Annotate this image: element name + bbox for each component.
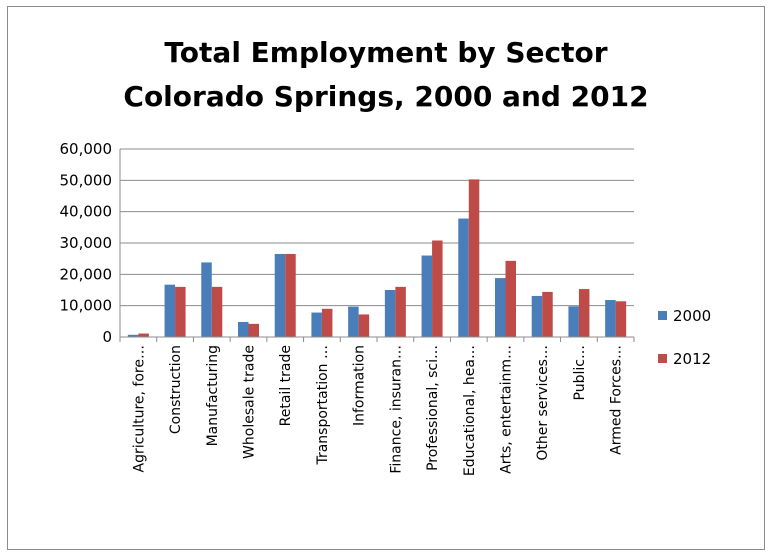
category-label: Educational, hea… [462,345,478,476]
bar [468,179,480,337]
bar [568,306,579,337]
category-label: Arts, entertainm… [499,345,515,474]
bar [348,306,359,337]
y-tick-label: 10,000 [60,297,113,315]
category-label: Agriculture, fore… [131,345,147,472]
bar [127,334,139,337]
category-label: Manufacturing [205,345,221,446]
legend-label: 2000 [673,307,711,325]
chart-title: Total Employment by Sector Colorado Spri… [8,31,764,119]
y-tick-label: 40,000 [60,203,113,221]
bar [321,308,333,337]
category-label: Professional, sci… [425,345,441,471]
bar [395,286,406,337]
chart-frame: Total Employment by Sector Colorado Spri… [7,6,765,550]
category-label: Retail trade [278,345,294,426]
bar [605,300,616,337]
bar [201,262,212,337]
category-label: Transportation … [315,345,331,466]
bar [615,301,627,337]
bar [248,323,259,337]
category-label: Wholesale trade [242,345,258,459]
bar [138,333,149,337]
category-label: Construction [168,345,184,434]
legend-label: 2012 [673,350,711,368]
bar [175,286,186,337]
bar [578,289,590,337]
category-label: Other services… [535,345,551,461]
y-tick-label: 50,000 [60,171,113,189]
category-label: Finance, insuran… [388,345,404,474]
bar [358,314,370,337]
legend-swatch [658,311,667,320]
y-tick-label: 20,000 [60,265,113,283]
chart-title-line-2: Colorado Springs, 2000 and 2012 [123,80,649,113]
legend-swatch [658,354,667,363]
bar [384,290,396,337]
bar [505,260,516,337]
category-label: Public… [572,345,588,400]
bar [238,321,249,337]
chart-title-line-1: Total Employment by Sector [164,36,608,69]
bar [432,240,443,337]
bar [311,312,322,337]
y-tick-label: 30,000 [60,234,113,252]
bar [542,291,553,337]
bar [285,253,296,337]
bar [495,278,506,337]
bar [211,286,223,337]
bar [164,284,176,337]
y-tick-label: 0 [102,328,112,346]
category-label: Information [352,345,368,426]
y-tick-label: 60,000 [60,140,113,158]
bar [274,253,286,337]
bar [458,218,469,337]
category-label: Armed Forces… [609,345,625,455]
bar [421,255,433,337]
bar [531,295,543,337]
